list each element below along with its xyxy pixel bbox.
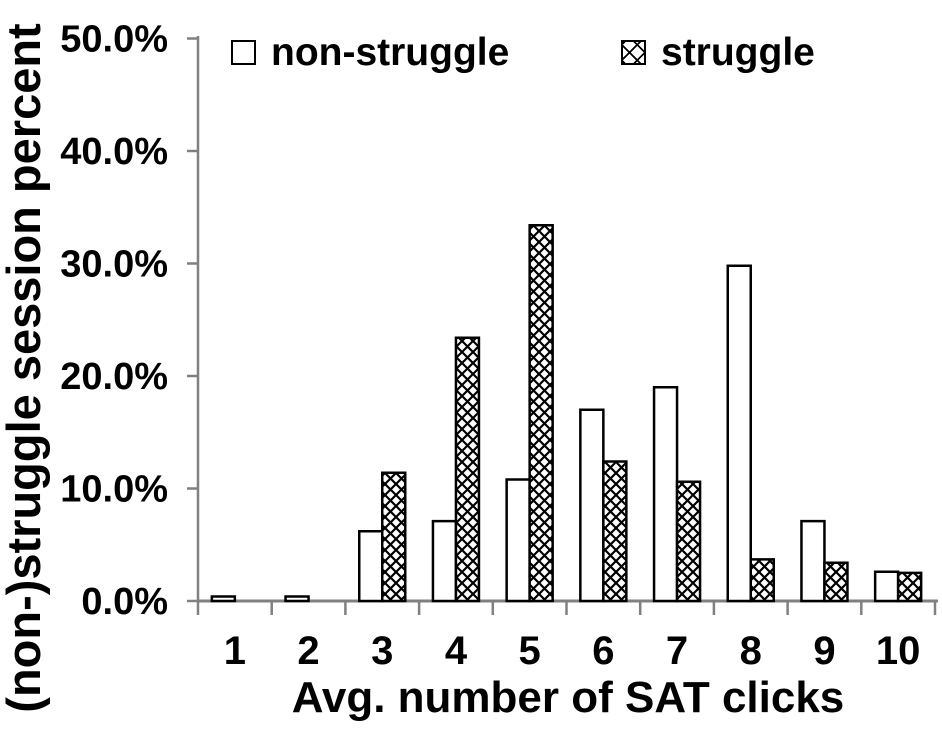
bar-struggle-9[interactable] — [823, 561, 849, 603]
bar-non-struggle-7[interactable] — [652, 386, 679, 603]
x-tick-label: 6 — [592, 629, 614, 673]
legend-item-struggle[interactable]: struggle — [621, 28, 815, 76]
bar-non-struggle-4[interactable] — [431, 519, 458, 603]
x-axis-title: Avg. number of SAT clicks — [291, 673, 845, 722]
x-tick-label: 8 — [740, 629, 762, 673]
bar-struggle-5[interactable] — [528, 224, 554, 603]
y-axis-title: (non-)struggle session percent — [0, 23, 50, 713]
bar-non-struggle-1[interactable] — [210, 595, 237, 603]
bar-struggle-8[interactable] — [749, 558, 775, 603]
x-tick-label: 7 — [666, 629, 688, 673]
legend-marker-non-struggle-icon — [231, 39, 256, 65]
x-tick-label: 4 — [445, 629, 468, 673]
bar-non-struggle-8[interactable] — [726, 264, 752, 603]
x-tick-label: 2 — [297, 629, 319, 673]
y-tick-label: 50.0% — [60, 19, 168, 61]
bar-struggle-6[interactable] — [602, 460, 628, 603]
legend-marker-struggle-icon — [621, 39, 646, 65]
bar-struggle-7[interactable] — [675, 480, 702, 603]
legend-item-non-struggle[interactable]: non-struggle — [231, 28, 509, 76]
bar-non-struggle-5[interactable] — [505, 478, 531, 603]
x-tick-label: 5 — [519, 629, 541, 673]
x-tick-label: 3 — [371, 629, 393, 673]
y-tick-label: 10.0% — [60, 469, 168, 511]
y-tick-label: 20.0% — [60, 356, 168, 398]
y-tick-label: 0.0% — [81, 581, 168, 623]
bar-struggle-10[interactable] — [896, 571, 923, 603]
bar-non-struggle-3[interactable] — [358, 530, 384, 603]
bar-non-struggle-10[interactable] — [873, 570, 900, 603]
y-tick-label: 30.0% — [60, 244, 168, 286]
bar-non-struggle-9[interactable] — [800, 519, 826, 603]
x-tick-label: 1 — [224, 629, 246, 673]
bar-non-struggle-6[interactable] — [579, 408, 605, 603]
x-tick-label: 9 — [813, 629, 835, 673]
bar-struggle-4[interactable] — [454, 336, 481, 603]
bar-struggle-3[interactable] — [381, 471, 407, 603]
bar-non-struggle-2[interactable] — [284, 595, 310, 603]
x-tick-label: 10 — [876, 629, 921, 673]
legend-label-struggle: struggle — [661, 30, 815, 74]
y-tick-label: 40.0% — [60, 131, 168, 173]
legend-label-non-struggle: non-struggle — [271, 30, 510, 74]
